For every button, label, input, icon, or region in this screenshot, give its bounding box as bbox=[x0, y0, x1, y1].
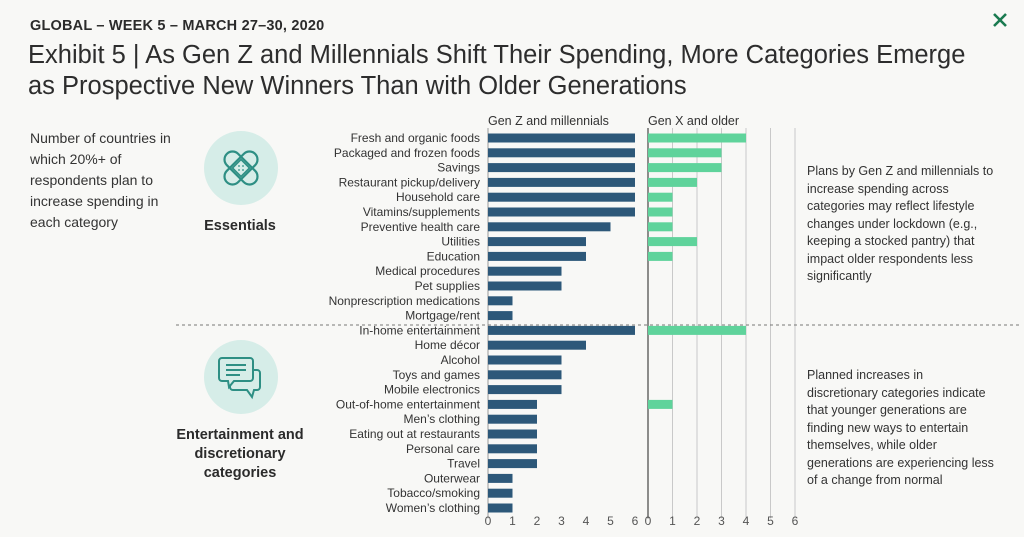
category-label: Women’s clothing bbox=[386, 501, 480, 515]
bar-genz bbox=[488, 473, 513, 483]
category-label: Utilities bbox=[441, 235, 480, 249]
essentials-note: Plans by Gen Z and millennials to increa… bbox=[807, 164, 994, 283]
chat-bubbles-icon bbox=[218, 357, 261, 400]
category-label: Home décor bbox=[415, 338, 480, 352]
bar-genz bbox=[488, 340, 586, 350]
x-tick-label-genz: 1 bbox=[509, 514, 516, 528]
x-tick-label-genx: 3 bbox=[718, 514, 725, 528]
essentials-icon-circle bbox=[204, 131, 278, 205]
category-label: Alcohol bbox=[441, 353, 480, 367]
chart-description: Number of countries in which 20%+ of res… bbox=[30, 130, 171, 230]
category-label: Mobile electronics bbox=[384, 383, 480, 397]
bar-genz bbox=[488, 459, 537, 469]
category-label: Eating out at restaurants bbox=[349, 427, 480, 441]
category-label: Toys and games bbox=[393, 368, 480, 382]
category-label: Outerwear bbox=[424, 471, 480, 485]
bar-genx bbox=[648, 177, 697, 187]
bar-genz bbox=[488, 503, 513, 513]
category-label: Medical procedures bbox=[375, 264, 480, 278]
bar-genx bbox=[648, 148, 722, 158]
bar-genx bbox=[648, 325, 746, 335]
category-label: Nonprescription medications bbox=[329, 294, 480, 308]
close-icon bbox=[993, 13, 1007, 27]
panel-header-genz: Gen Z and millennials bbox=[488, 114, 609, 128]
bar-genz bbox=[488, 251, 586, 261]
category-label: Preventive health care bbox=[361, 220, 481, 234]
bar-genx bbox=[648, 133, 746, 143]
bar-genz bbox=[488, 192, 635, 202]
category-label: Tobacco/smoking bbox=[387, 486, 480, 500]
category-label: Savings bbox=[437, 161, 480, 175]
category-label: Personal care bbox=[406, 442, 480, 456]
report-kicker: GLOBAL – WEEK 5 – MARCH 27–30, 2020 bbox=[30, 18, 325, 34]
bandage-icon bbox=[223, 150, 259, 186]
entertainment-label: Entertainment and discretionary categori… bbox=[176, 427, 304, 481]
bar-genz bbox=[488, 444, 537, 454]
category-label: Packaged and frozen foods bbox=[334, 146, 480, 160]
x-tick-label-genx: 6 bbox=[792, 514, 799, 528]
category-label: Fresh and organic foods bbox=[351, 131, 480, 145]
category-label: Out-of-home entertainment bbox=[336, 397, 481, 411]
panel-header-genx: Gen X and older bbox=[648, 114, 739, 128]
bar-genz bbox=[488, 163, 635, 173]
category-label: Education bbox=[427, 249, 480, 263]
bar-genx bbox=[648, 251, 673, 261]
category-label: Travel bbox=[447, 457, 480, 471]
entertainment-note: Planned increases in discretionary categ… bbox=[807, 368, 994, 487]
bar-genx bbox=[648, 222, 673, 232]
x-tick-label-genz: 4 bbox=[583, 514, 590, 528]
bar-genz bbox=[488, 237, 586, 247]
x-tick-label-genx: 1 bbox=[669, 514, 676, 528]
bar-genz bbox=[488, 177, 635, 187]
bar-genz bbox=[488, 414, 537, 424]
bar-genz bbox=[488, 325, 635, 335]
bar-genz bbox=[488, 311, 513, 321]
bar-genz bbox=[488, 429, 537, 439]
category-label: Vitamins/supplements bbox=[363, 205, 480, 219]
bar-genz bbox=[488, 133, 635, 143]
bar-genz bbox=[488, 222, 611, 232]
bar-genz bbox=[488, 385, 562, 395]
x-tick-label-genz: 6 bbox=[632, 514, 639, 528]
category-label: Mortgage/rent bbox=[405, 309, 480, 323]
x-tick-label-genx: 0 bbox=[645, 514, 652, 528]
x-tick-label-genx: 4 bbox=[743, 514, 750, 528]
bar-genx bbox=[648, 207, 673, 217]
exhibit-title: Exhibit 5 | As Gen Z and Millennials Shi… bbox=[28, 41, 966, 100]
entertainment-icon-circle bbox=[204, 340, 278, 414]
bar-genz bbox=[488, 370, 562, 380]
x-tick-label-genz: 2 bbox=[534, 514, 541, 528]
bar-genx bbox=[648, 163, 722, 173]
x-tick-label-genz: 5 bbox=[607, 514, 614, 528]
x-tick-label-genz: 3 bbox=[558, 514, 565, 528]
bar-genx bbox=[648, 237, 697, 247]
bar-genz bbox=[488, 488, 513, 498]
category-label: In-home entertainment bbox=[359, 323, 480, 337]
x-tick-label-genx: 2 bbox=[694, 514, 701, 528]
x-tick-label-genz: 0 bbox=[485, 514, 492, 528]
bar-genz bbox=[488, 207, 635, 217]
essentials-label: Essentials bbox=[204, 218, 276, 234]
bar-genz bbox=[488, 399, 537, 409]
bar-genz bbox=[488, 355, 562, 365]
bar-genz bbox=[488, 266, 562, 276]
category-label: Pet supplies bbox=[415, 279, 480, 293]
bar-genx bbox=[648, 399, 673, 409]
close-button[interactable] bbox=[986, 6, 1014, 34]
bar-genz bbox=[488, 148, 635, 158]
category-label: Restaurant pickup/delivery bbox=[339, 175, 480, 189]
category-label: Men’s clothing bbox=[404, 412, 481, 426]
bar-genz bbox=[488, 281, 562, 291]
bar-genz bbox=[488, 296, 513, 306]
bar-genx bbox=[648, 192, 673, 202]
x-tick-label-genx: 5 bbox=[767, 514, 774, 528]
category-label: Household care bbox=[396, 190, 480, 204]
